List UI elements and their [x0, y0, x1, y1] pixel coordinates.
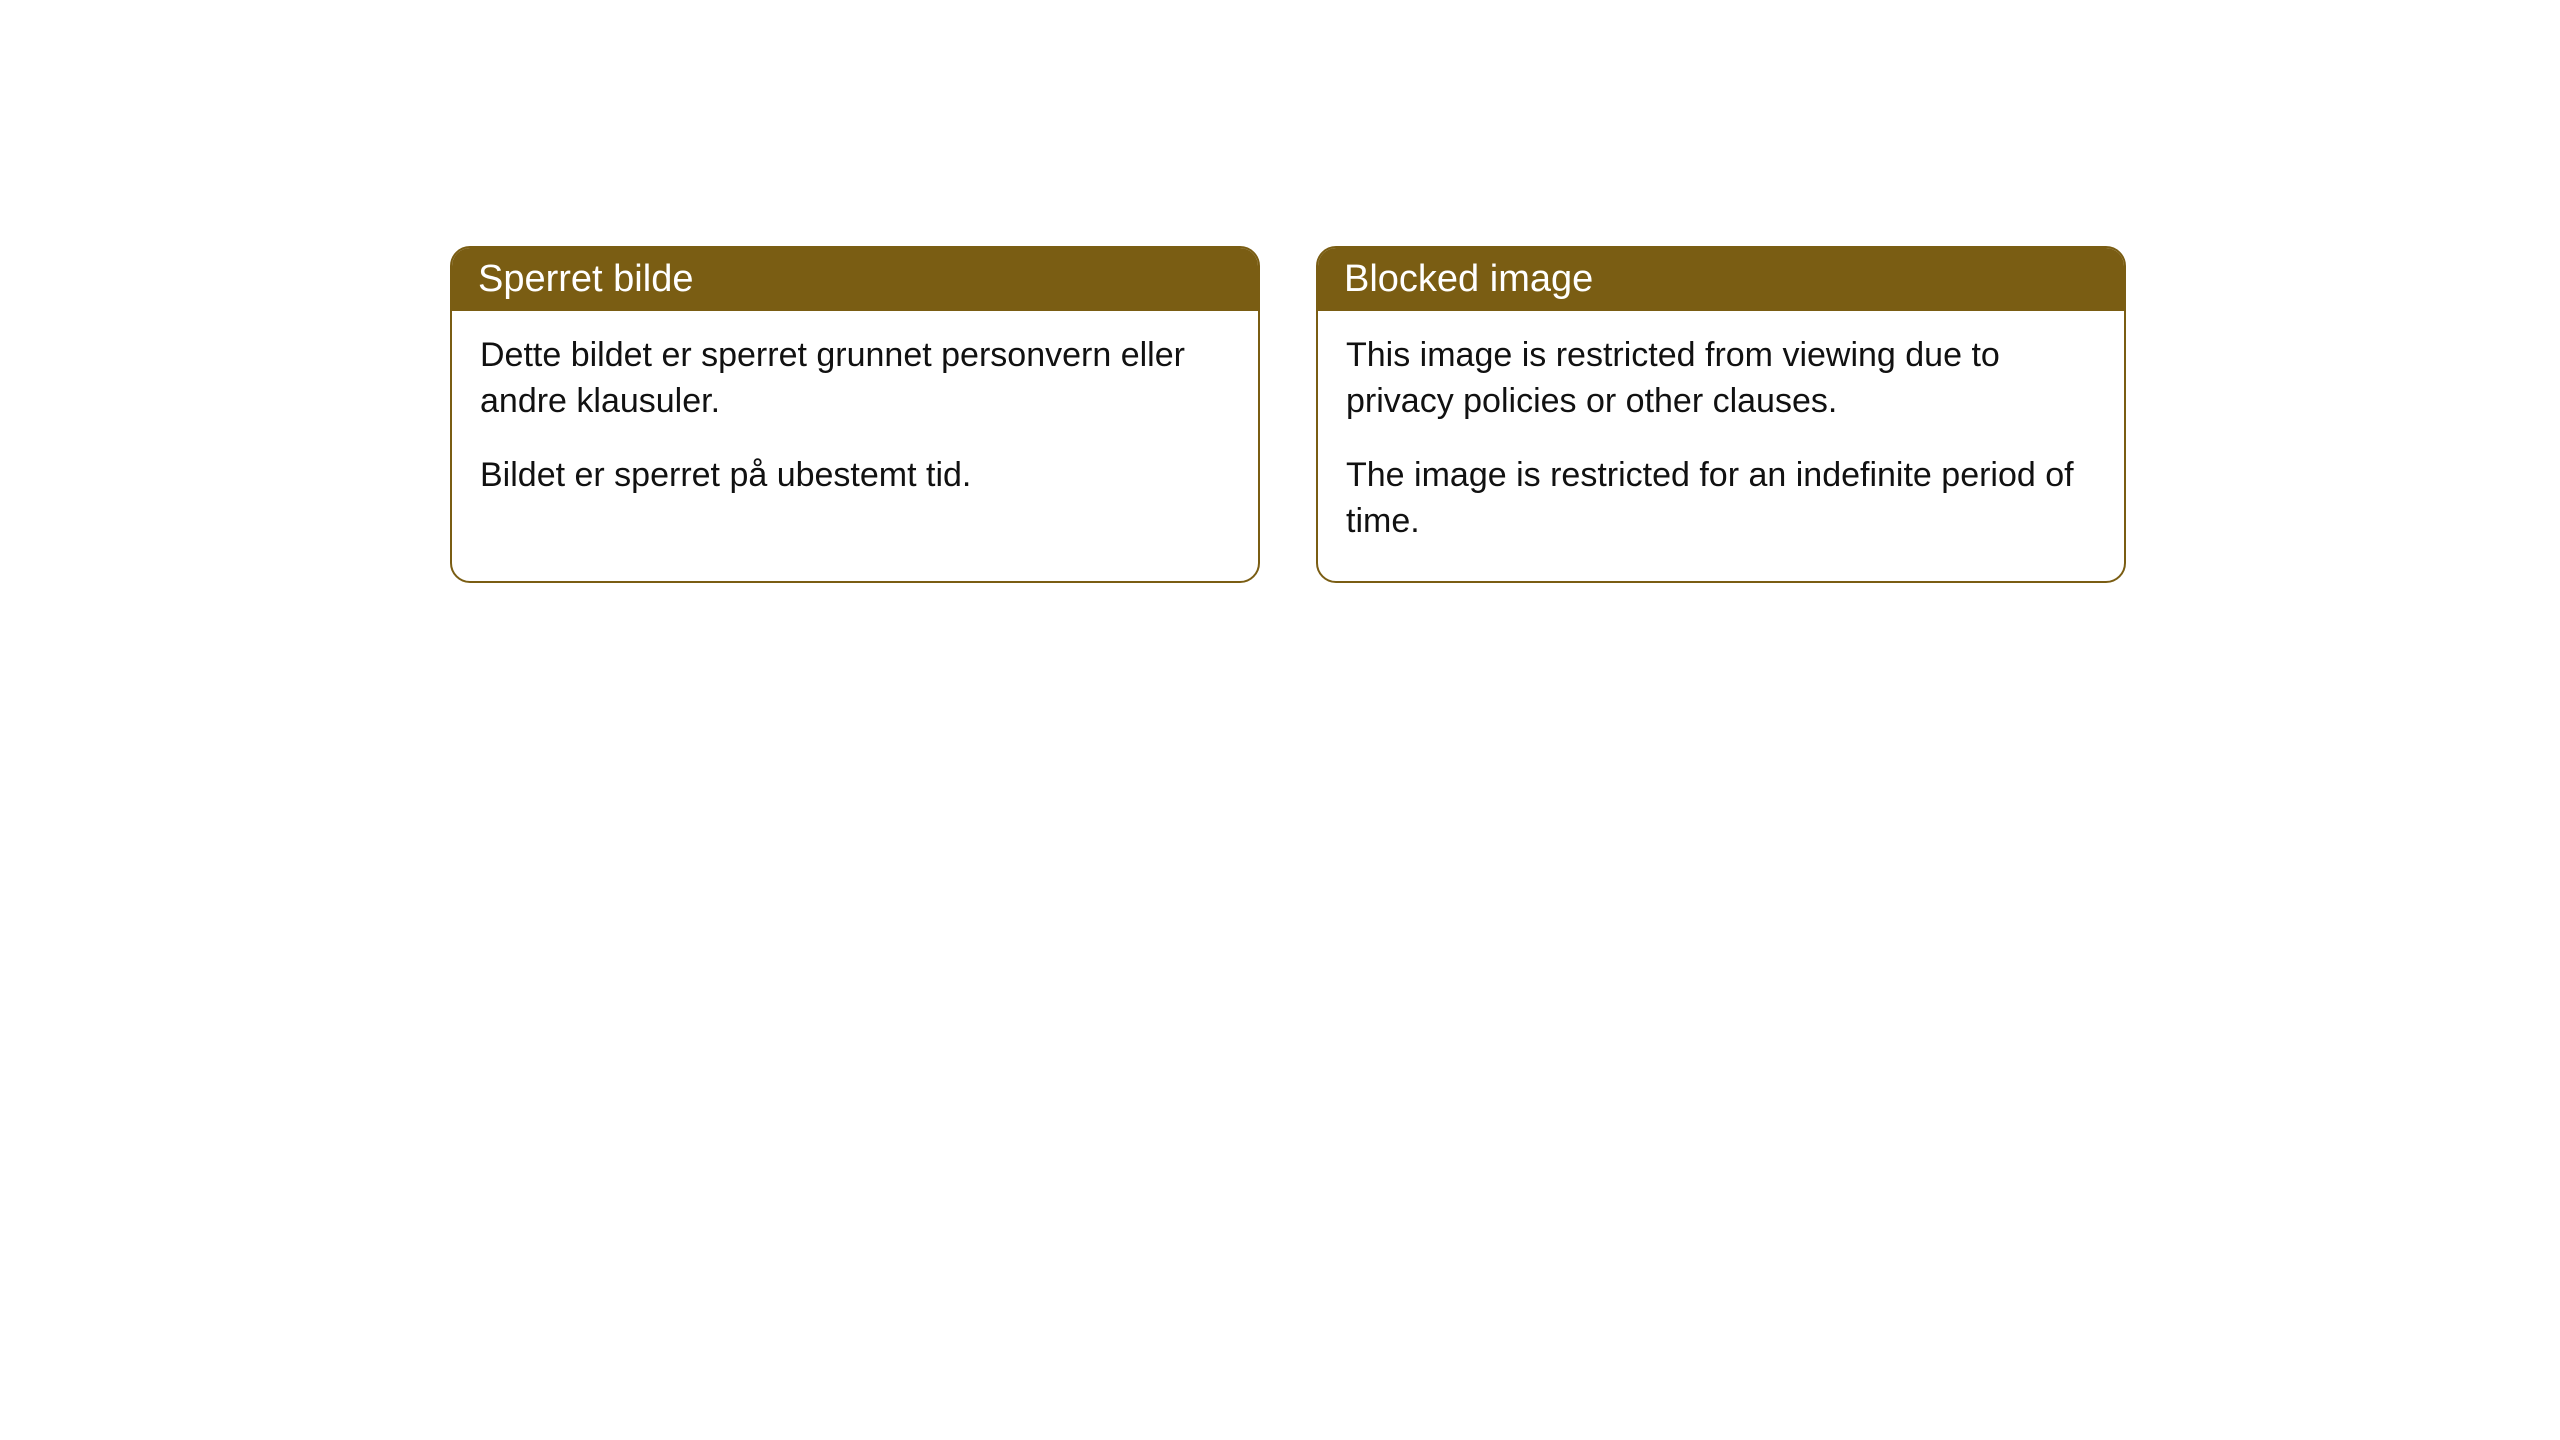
notice-card-norwegian: Sperret bilde Dette bildet er sperret gr… — [450, 246, 1260, 583]
card-paragraph: Dette bildet er sperret grunnet personve… — [480, 333, 1230, 425]
card-paragraph: The image is restricted for an indefinit… — [1346, 453, 2096, 545]
notice-cards-container: Sperret bilde Dette bildet er sperret gr… — [450, 246, 2126, 583]
card-body-norwegian: Dette bildet er sperret grunnet personve… — [452, 311, 1258, 535]
notice-card-english: Blocked image This image is restricted f… — [1316, 246, 2126, 583]
card-paragraph: This image is restricted from viewing du… — [1346, 333, 2096, 425]
card-header-english: Blocked image — [1318, 248, 2124, 311]
card-body-english: This image is restricted from viewing du… — [1318, 311, 2124, 581]
card-paragraph: Bildet er sperret på ubestemt tid. — [480, 453, 1230, 499]
card-header-norwegian: Sperret bilde — [452, 248, 1258, 311]
